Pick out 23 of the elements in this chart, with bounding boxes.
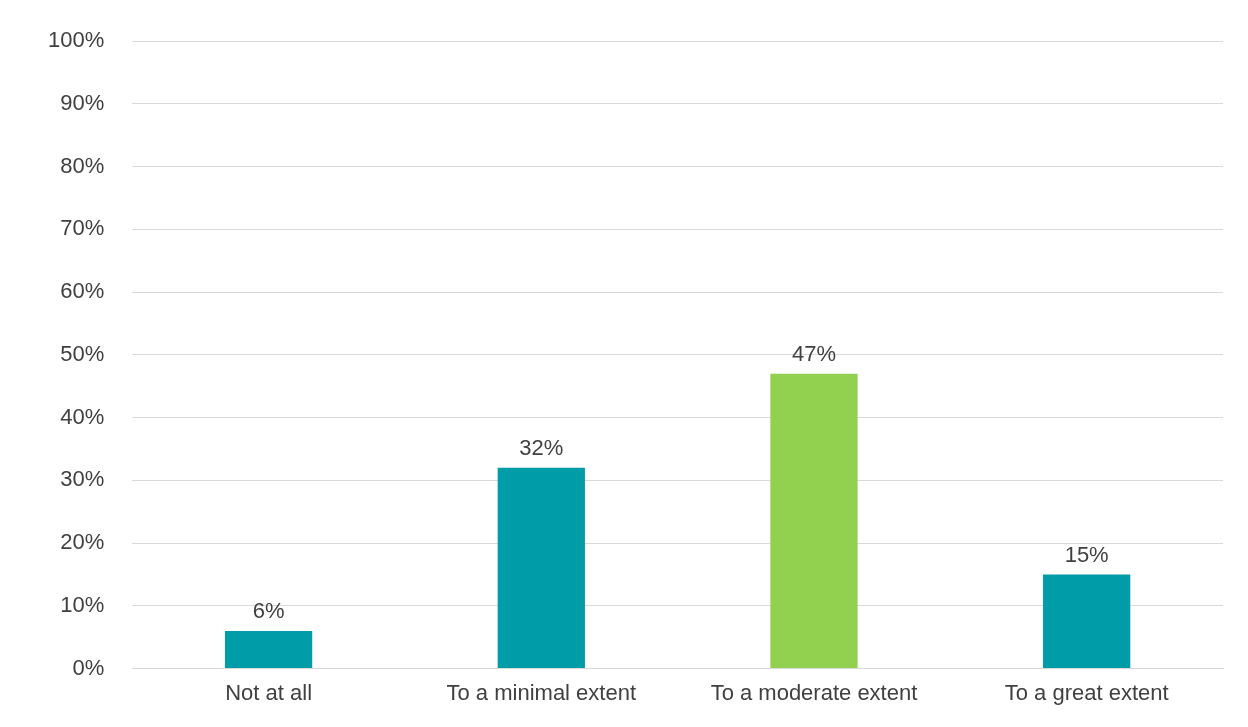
y-tick-label: 60% bbox=[60, 278, 105, 304]
bar bbox=[770, 373, 858, 669]
y-tick-label: 90% bbox=[60, 90, 105, 115]
data-label: 47% bbox=[791, 340, 836, 366]
x-tick-label: Not at all bbox=[225, 679, 313, 705]
y-tick-label: 0% bbox=[72, 654, 105, 680]
data-label: 32% bbox=[519, 434, 564, 460]
bar bbox=[224, 630, 313, 669]
bar bbox=[497, 467, 585, 669]
y-tick-label: 50% bbox=[60, 340, 105, 366]
y-tick-label: 20% bbox=[60, 529, 105, 555]
y-tick-label: 100% bbox=[47, 27, 105, 53]
bar bbox=[1043, 574, 1131, 669]
y-tick-label: 80% bbox=[60, 152, 105, 178]
x-tick-label: To a moderate extent bbox=[710, 679, 918, 705]
y-tick-label: 40% bbox=[60, 403, 105, 429]
x-tick-label: To a great extent bbox=[1004, 679, 1169, 705]
y-tick-label: 70% bbox=[60, 215, 105, 241]
data-label: 6% bbox=[252, 598, 285, 624]
y-tick-label: 10% bbox=[60, 591, 105, 617]
data-label: 15% bbox=[1064, 541, 1109, 567]
x-tick-label: To a minimal extent bbox=[446, 679, 637, 705]
y-tick-label: 30% bbox=[60, 466, 105, 492]
